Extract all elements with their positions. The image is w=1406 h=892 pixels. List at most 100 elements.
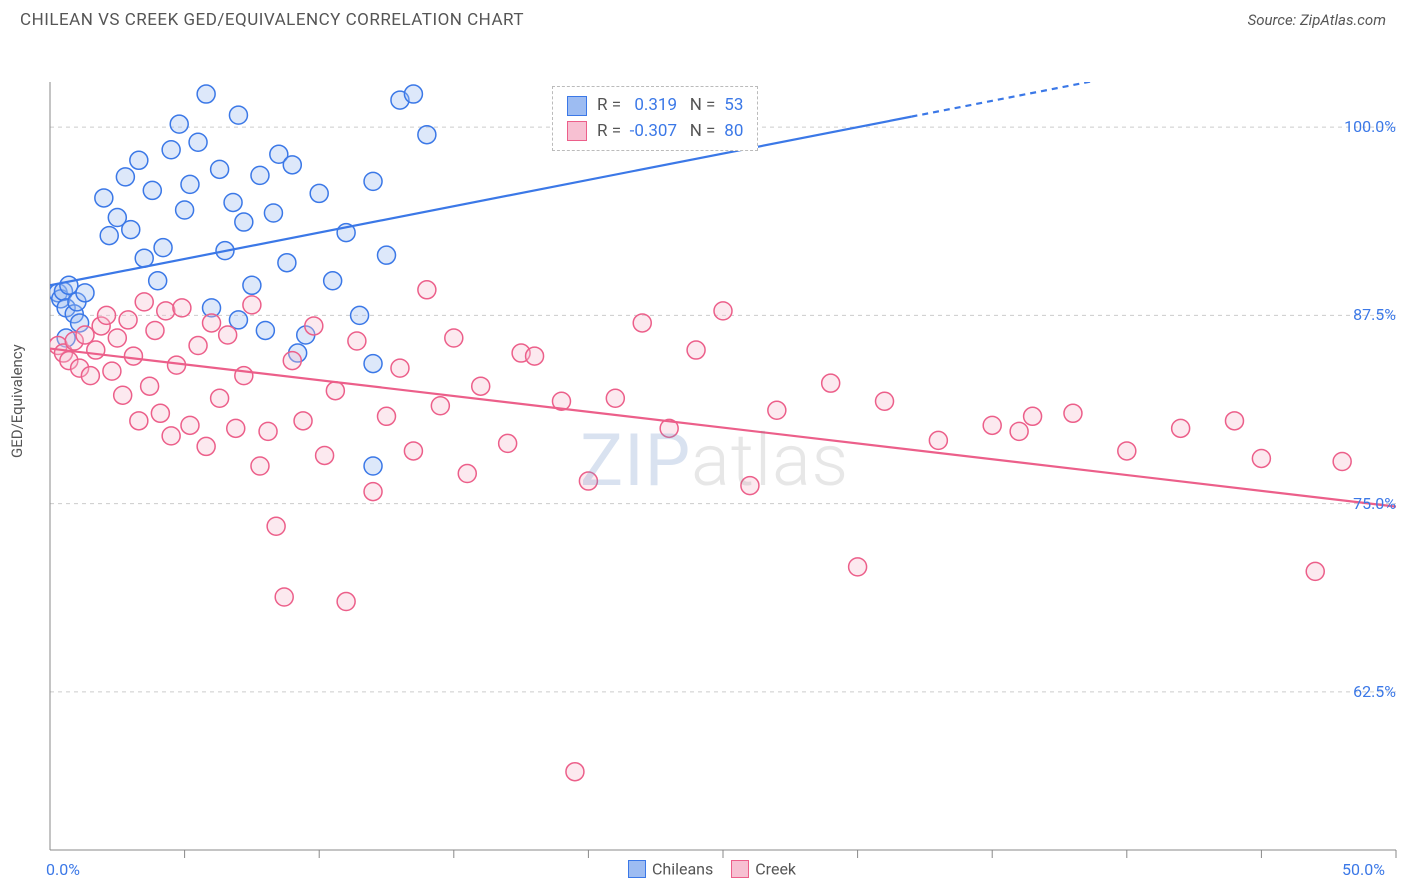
scatter-point: [235, 367, 253, 385]
scatter-point: [173, 299, 191, 317]
scatter-point: [305, 317, 323, 335]
scatter-point: [227, 419, 245, 437]
scatter-point: [243, 276, 261, 294]
scatter-point: [364, 172, 382, 190]
scatter-point: [211, 389, 229, 407]
y-tick-label: 75.0%: [1353, 494, 1396, 513]
scatter-point: [283, 352, 301, 370]
scatter-point: [294, 412, 312, 430]
scatter-point: [143, 181, 161, 199]
scatter-point: [326, 382, 344, 400]
scatter-point: [445, 329, 463, 347]
scatter-point: [162, 141, 180, 159]
scatter-point: [1010, 422, 1028, 440]
scatter-point: [458, 465, 476, 483]
stats-row: R = -0.307 N = 80: [567, 119, 743, 145]
scatter-point: [316, 446, 334, 464]
scatter-point: [256, 321, 274, 339]
scatter-point: [472, 377, 490, 395]
scatter-point: [526, 347, 544, 365]
scatter-point: [259, 422, 277, 440]
scatter-point: [364, 457, 382, 475]
scatter-point: [235, 213, 253, 231]
y-tick-label: 62.5%: [1353, 682, 1396, 701]
scatter-point: [197, 437, 215, 455]
scatter-point: [378, 246, 396, 264]
scatter-point: [310, 184, 328, 202]
scatter-point: [499, 434, 517, 452]
y-tick-label: 87.5%: [1353, 305, 1396, 324]
scatter-point: [229, 106, 247, 124]
stats-legend-box: R = 0.319 N = 53R = -0.307 N = 80: [552, 86, 758, 151]
scatter-point: [162, 427, 180, 445]
scatter-point: [224, 193, 242, 211]
y-tick-label: 100.0%: [1344, 117, 1396, 136]
scatter-point: [337, 593, 355, 611]
scatter-point: [219, 326, 237, 344]
scatter-point: [170, 115, 188, 133]
scatter-point: [76, 326, 94, 344]
scatter-point: [566, 763, 584, 781]
scatter-point: [822, 374, 840, 392]
scatter-point: [364, 483, 382, 501]
scatter-point: [60, 276, 78, 294]
legend-label: Creek: [755, 859, 796, 878]
scatter-point: [275, 588, 293, 606]
scatter-point: [849, 558, 867, 576]
scatter-point: [119, 311, 137, 329]
scatter-point: [98, 306, 116, 324]
legend-swatch-icon: [731, 860, 749, 878]
scatter-point: [579, 472, 597, 490]
scatter-point: [130, 151, 148, 169]
scatter-point: [116, 168, 134, 186]
legend-swatch-icon: [628, 860, 646, 878]
scatter-point: [1306, 562, 1324, 580]
scatter-point: [1172, 419, 1190, 437]
scatter-point: [251, 457, 269, 475]
scatter-point: [141, 377, 159, 395]
scatter-point: [176, 201, 194, 219]
scatter-point: [741, 477, 759, 495]
scatter-point: [157, 302, 175, 320]
scatter-point: [229, 311, 247, 329]
y-axis-label: GED/Equivalency: [8, 344, 26, 458]
scatter-point: [1252, 449, 1270, 467]
scatter-point: [606, 389, 624, 407]
scatter-point: [211, 160, 229, 178]
scatter-point: [189, 337, 207, 355]
scatter-point: [264, 204, 282, 222]
scatter-point: [418, 126, 436, 144]
scatter-point: [1333, 452, 1351, 470]
bottom-legend: ChileansCreek: [0, 858, 1406, 886]
scatter-point: [130, 412, 148, 430]
scatter-point: [181, 175, 199, 193]
scatter-point: [203, 314, 221, 332]
scatter-point: [149, 272, 167, 290]
scatter-point: [929, 431, 947, 449]
source-label: Source: ZipAtlas.com: [1248, 11, 1386, 29]
scatter-point: [687, 341, 705, 359]
scatter-point: [348, 332, 366, 350]
chart-title: CHILEAN VS CREEK GED/EQUIVALENCY CORRELA…: [20, 10, 524, 30]
scatter-point: [135, 293, 153, 311]
scatter-point: [243, 296, 261, 314]
scatter-point: [146, 321, 164, 339]
scatter-point: [154, 239, 172, 257]
scatter-point: [1118, 442, 1136, 460]
scatter-point: [95, 189, 113, 207]
scatter-point: [100, 227, 118, 245]
scatter-point: [283, 156, 301, 174]
scatter-point: [189, 133, 207, 151]
scatter-point: [404, 85, 422, 103]
scatter-point: [87, 341, 105, 359]
scatter-point: [633, 314, 651, 332]
scatter-point: [76, 284, 94, 302]
legend-swatch-icon: [567, 96, 587, 116]
scatter-point: [197, 85, 215, 103]
scatter-point: [391, 359, 409, 377]
scatter-point: [983, 416, 1001, 434]
scatter-point: [1225, 412, 1243, 430]
scatter-point: [122, 221, 140, 239]
scatter-point: [114, 386, 132, 404]
scatter-point: [151, 404, 169, 422]
